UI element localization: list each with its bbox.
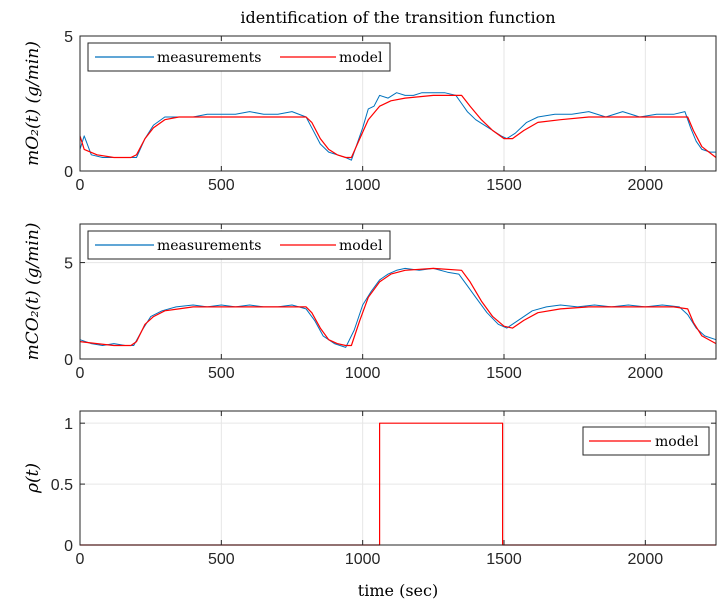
x-tick-label: 1000 bbox=[345, 365, 381, 382]
y-tick-label: 1 bbox=[64, 416, 73, 433]
x-tick-label: 1500 bbox=[486, 551, 522, 568]
y-tick-label: 5 bbox=[64, 256, 73, 273]
x-tick-label: 0 bbox=[76, 365, 85, 382]
figure-title: identification of the transition functio… bbox=[240, 8, 555, 27]
panel-rho: 0 500 1000 1500 2000 0 0.5 1 ρ(t) model bbox=[23, 410, 717, 568]
y-tick-label: 0.5 bbox=[51, 477, 73, 494]
y-axis-label: mCO₂(t) (g/min) bbox=[23, 223, 43, 361]
legend-label-measurements: measurements bbox=[157, 50, 261, 66]
y-tick-label: 0 bbox=[64, 352, 73, 369]
axes-box bbox=[79, 223, 717, 360]
series-line-model bbox=[79, 267, 717, 347]
y-tick-label: 5 bbox=[64, 29, 73, 46]
x-tick-label: 500 bbox=[208, 551, 235, 568]
series-line-model bbox=[79, 94, 717, 159]
x-tick-label: 1000 bbox=[345, 177, 381, 194]
legend-label-measurements: measurements bbox=[157, 238, 261, 254]
legend-label-model: model bbox=[339, 50, 383, 66]
x-tick-label: 500 bbox=[208, 365, 235, 382]
panel-mo2: 0 500 1000 1500 2000 0 5 mO₂(t) (g/min) measurem… bbox=[23, 29, 717, 194]
legend: model bbox=[582, 426, 710, 456]
x-tick-label: 2000 bbox=[628, 551, 664, 568]
x-tick-label: 1000 bbox=[345, 551, 381, 568]
y-axis-label: mO₂(t) (g/min) bbox=[23, 41, 43, 166]
x-tick-label: 2000 bbox=[628, 365, 664, 382]
panel-mco2: 0 500 1000 1500 2000 0 5 mCO₂(t) (g/min) measure… bbox=[23, 223, 717, 382]
x-tick-label: 0 bbox=[76, 551, 85, 568]
y-tick-label: 0 bbox=[64, 164, 73, 181]
x-tick-label: 500 bbox=[208, 177, 235, 194]
x-tick-label: 1500 bbox=[486, 365, 522, 382]
axes-box bbox=[79, 410, 717, 546]
y-tick-label: 0 bbox=[64, 538, 73, 555]
legend-label-model: model bbox=[655, 434, 699, 450]
legend-label-model: model bbox=[339, 238, 383, 254]
series-line-measurements bbox=[79, 267, 717, 348]
legend: measurements model bbox=[87, 230, 391, 260]
legend: measurements model bbox=[87, 42, 391, 72]
x-tick-label: 0 bbox=[76, 177, 85, 194]
x-tick-label: 1500 bbox=[486, 177, 522, 194]
y-axis-label: ρ(t) bbox=[23, 463, 43, 494]
axes-box bbox=[79, 35, 717, 172]
legend-box bbox=[87, 42, 391, 72]
x-axis-label: time (sec) bbox=[358, 581, 438, 600]
x-tick-label: 2000 bbox=[628, 177, 664, 194]
